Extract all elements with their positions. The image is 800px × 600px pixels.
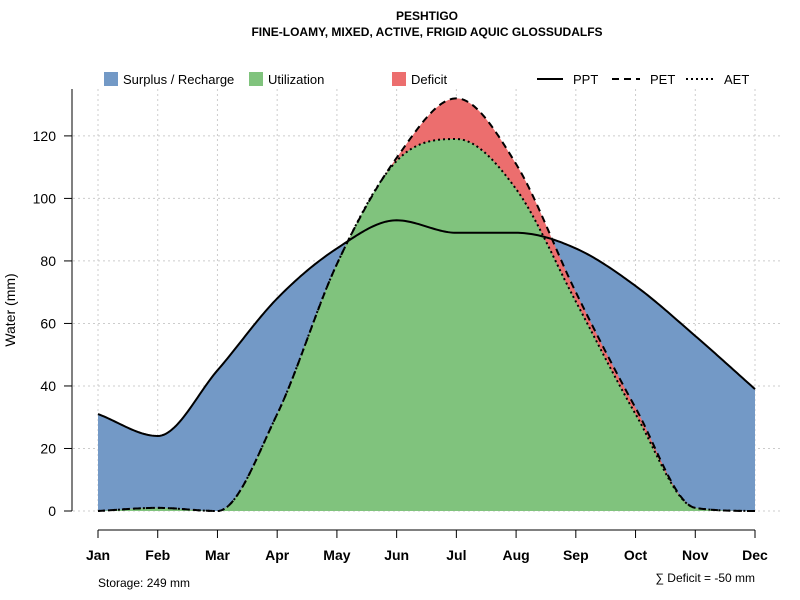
legend-label-aet: AET xyxy=(724,72,749,87)
chart-subtitle: FINE-LOAMY, MIXED, ACTIVE, FRIGID AQUIC … xyxy=(251,25,602,39)
legend-swatch-surplus xyxy=(104,72,118,86)
x-tick-label-apr: Apr xyxy=(265,547,290,563)
chart-title: PESHTIGO xyxy=(396,9,458,23)
y-tick-label: 80 xyxy=(40,253,56,269)
series-line-ppt xyxy=(97,219,756,437)
legend-label-utilization: Utilization xyxy=(268,72,324,87)
y-tick-label: 20 xyxy=(40,440,56,456)
x-tick-label-jun: Jun xyxy=(384,547,409,563)
y-tick-label: 0 xyxy=(48,503,56,519)
x-tick-label-may: May xyxy=(323,547,350,563)
y-tick-label: 60 xyxy=(40,315,56,331)
area-layer xyxy=(98,98,755,512)
y-tick-label: 120 xyxy=(33,128,57,144)
x-tick-label-oct: Oct xyxy=(624,547,648,563)
storage-note: Storage: 249 mm xyxy=(98,576,190,590)
legend-label-pet: PET xyxy=(650,72,675,87)
y-axis-label: Water (mm) xyxy=(2,273,18,346)
x-tick-label-feb: Feb xyxy=(145,547,170,563)
deficit-sum-note: ∑ Deficit = -50 mm xyxy=(655,571,755,585)
y-tick-label: 40 xyxy=(40,378,56,394)
legend-swatch-utilization xyxy=(249,72,263,86)
x-tick-label-sep: Sep xyxy=(563,547,589,563)
series-line-pet xyxy=(97,97,756,513)
line-layer xyxy=(97,97,756,513)
x-tick-label-nov: Nov xyxy=(682,547,709,563)
legend-label-deficit: Deficit xyxy=(411,72,448,87)
legend-label-surplus: Surplus / Recharge xyxy=(123,72,234,87)
axes: 0 20 40 60 80 100 120 Jan Feb Mar Apr May Jun Jul Aug S… xyxy=(33,89,768,563)
x-tick-label-dec: Dec xyxy=(742,547,768,563)
x-tick-label-mar: Mar xyxy=(205,547,230,563)
legend: Surplus / Recharge Utilization Deficit P… xyxy=(104,72,749,87)
y-tick-label: 100 xyxy=(33,190,57,206)
utilization-area xyxy=(98,139,755,511)
x-tick-label-aug: Aug xyxy=(502,547,529,563)
legend-swatch-deficit xyxy=(392,72,406,86)
x-tick-label-jul: Jul xyxy=(446,547,466,563)
x-tick-label-jan: Jan xyxy=(86,547,110,563)
legend-label-ppt: PPT xyxy=(573,72,598,87)
